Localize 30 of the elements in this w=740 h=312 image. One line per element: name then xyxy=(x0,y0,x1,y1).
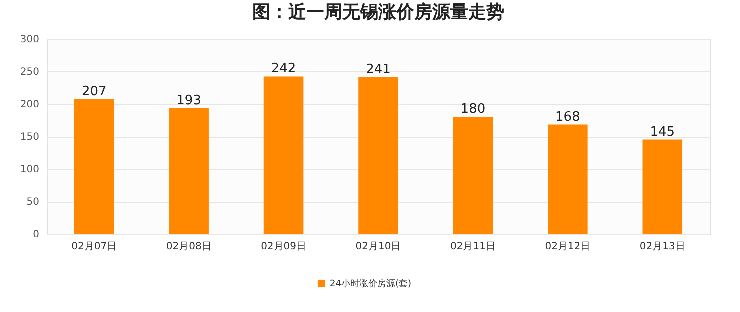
x-tick-label: 02月10日 xyxy=(356,242,402,252)
bar xyxy=(642,140,683,234)
data-label: 145 xyxy=(650,124,676,140)
y-tick-label: 250 xyxy=(20,67,40,78)
x-tick-label: 02月12日 xyxy=(545,242,591,252)
data-label: 193 xyxy=(176,94,202,109)
bar xyxy=(169,108,209,234)
data-label: 168 xyxy=(556,110,580,125)
x-tick-label: 02月13日 xyxy=(640,242,686,252)
data-label: 180 xyxy=(460,102,486,117)
data-label: 207 xyxy=(82,84,107,100)
y-tick-label: 150 xyxy=(20,132,40,143)
bar xyxy=(264,76,304,234)
bar xyxy=(74,99,114,234)
data-label: 241 xyxy=(366,62,391,78)
x-tick-label: 02月09日 xyxy=(261,242,307,252)
x-tick-label: 02月07日 xyxy=(72,242,118,252)
legend-label: 24小时涨价房源(套) xyxy=(330,278,412,290)
bar xyxy=(358,77,398,234)
bar xyxy=(453,117,494,234)
chart-title: 图：近一周无锡涨价房源量走势 xyxy=(252,2,504,23)
x-tick-label: 02月08日 xyxy=(166,242,212,252)
x-tick-label: 02月11日 xyxy=(450,242,496,252)
y-tick-label: 0 xyxy=(33,230,40,240)
y-tick-label: 200 xyxy=(20,100,40,110)
y-tick-label: 50 xyxy=(26,197,40,208)
data-label: 242 xyxy=(271,62,296,77)
bar xyxy=(548,124,588,234)
y-tick-label: 100 xyxy=(20,164,40,176)
y-tick-label: 300 xyxy=(20,34,40,46)
